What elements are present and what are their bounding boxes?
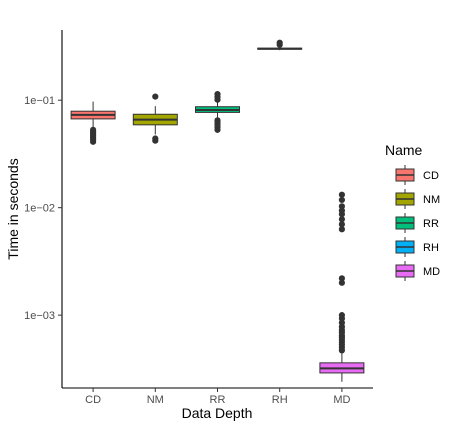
y-tick-label: 1e−01 (24, 95, 55, 107)
legend-label: NM (423, 194, 440, 206)
legend-item-rr: RR (395, 213, 439, 233)
box-rr (195, 90, 240, 133)
x-tick-label: RH (272, 394, 288, 406)
x-axis-ticks: CD NM RR RH MD (85, 388, 351, 406)
legend-title: Name (385, 142, 423, 158)
outlier-point (276, 39, 283, 46)
outlier-point (152, 135, 159, 142)
x-tick-label: MD (333, 394, 350, 406)
outlier-point (214, 90, 221, 98)
legend-item-nm: NM (395, 189, 440, 209)
box-md (319, 191, 365, 382)
legend-item-cd: CD (395, 165, 439, 185)
outlier-point (90, 126, 97, 133)
legend-item-rh: RH (395, 237, 439, 257)
x-tick-label: RR (210, 394, 226, 406)
legend-item-md: MD (395, 261, 440, 281)
outlier-point (338, 275, 345, 282)
box-cd (70, 101, 116, 145)
x-axis-title: Data Depth (182, 405, 253, 421)
legend-label: MD (423, 266, 440, 278)
legend: Name CD NM RR RH MD (385, 142, 440, 281)
outlier-point (214, 117, 221, 124)
legend-label: RH (423, 242, 439, 254)
y-axis-title: Time in seconds (5, 158, 21, 259)
outlier-point (152, 93, 159, 100)
outlier-point (338, 203, 345, 210)
legend-label: CD (423, 170, 439, 182)
y-tick-label: 1e−03 (24, 310, 55, 322)
outlier-point (338, 221, 345, 228)
plot-area (70, 39, 365, 382)
outlier-point (338, 312, 345, 319)
y-tick-label: 1e−02 (24, 203, 55, 215)
outlier-point (338, 191, 345, 198)
legend-label: RR (423, 218, 439, 230)
outlier-point (338, 207, 345, 214)
x-tick-label: CD (85, 394, 101, 406)
box-nm (132, 93, 178, 144)
y-axis-ticks: 1e−01 1e−02 1e−03 (24, 95, 62, 322)
x-tick-label: NM (147, 394, 164, 406)
outlier-point (338, 216, 345, 223)
box-rh (257, 39, 303, 51)
outlier-point (338, 226, 345, 233)
outlier-point (338, 279, 345, 286)
outlier-point (338, 196, 345, 204)
